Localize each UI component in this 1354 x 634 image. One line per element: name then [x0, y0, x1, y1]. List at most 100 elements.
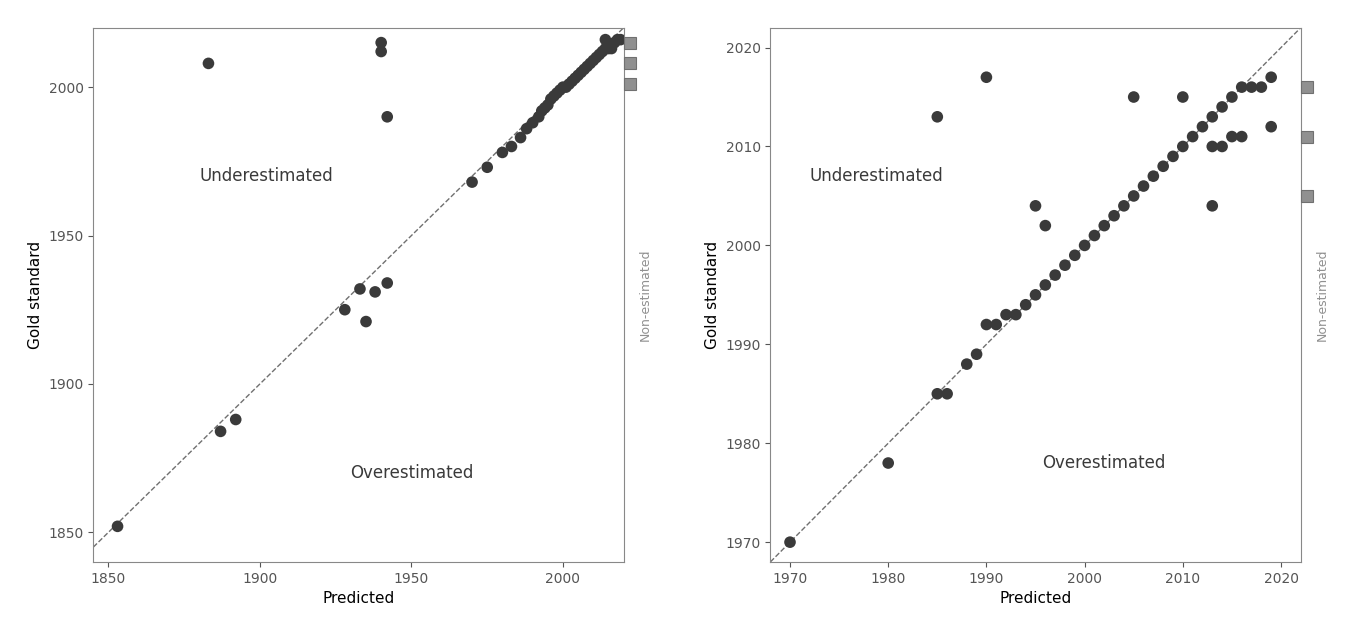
Point [1182, 131, 1204, 141]
Point [779, 537, 800, 547]
Point [582, 55, 604, 65]
X-axis label: Predicted: Predicted [322, 592, 394, 606]
Point [225, 415, 246, 425]
Point [926, 112, 948, 122]
Point [597, 44, 619, 54]
Point [521, 118, 543, 128]
Point [1143, 171, 1164, 181]
Point [1212, 141, 1233, 152]
Point [570, 67, 592, 77]
Point [1173, 92, 1194, 102]
Point [555, 82, 577, 92]
Point [1074, 240, 1095, 250]
Point [492, 147, 513, 157]
Point [601, 41, 623, 51]
Point [1044, 270, 1066, 280]
Point [558, 79, 580, 89]
Point [1261, 72, 1282, 82]
Point [1240, 82, 1262, 92]
Point [1083, 230, 1105, 240]
Point [552, 82, 574, 92]
Point [528, 112, 550, 122]
Point [594, 35, 616, 45]
Point [1113, 201, 1135, 211]
Point [1251, 82, 1273, 92]
Point [1122, 92, 1144, 102]
Point [376, 278, 398, 288]
Point [1201, 112, 1223, 122]
Point [1005, 309, 1026, 320]
Point [573, 64, 594, 74]
Point [1034, 221, 1056, 231]
Point [601, 44, 623, 54]
Point [1152, 161, 1174, 171]
Text: Overestimated: Overestimated [1043, 454, 1166, 472]
Point [1104, 210, 1125, 221]
Point [589, 49, 611, 60]
Point [107, 521, 129, 531]
Text: Underestimated: Underestimated [810, 167, 944, 185]
Text: Non-estimated: Non-estimated [638, 249, 651, 341]
Y-axis label: Gold standard: Gold standard [28, 241, 43, 349]
Point [1016, 300, 1037, 310]
Point [592, 46, 613, 56]
Point [577, 61, 598, 72]
Point [1192, 122, 1213, 132]
Point [349, 284, 371, 294]
Point [1122, 191, 1144, 201]
Point [462, 177, 483, 187]
Point [585, 53, 607, 63]
Point [594, 44, 616, 54]
Point [926, 389, 948, 399]
Point [371, 37, 393, 48]
Point [995, 309, 1017, 320]
Point [371, 46, 393, 56]
Point [976, 72, 998, 82]
Point [567, 70, 589, 81]
Point [501, 141, 523, 152]
Point [509, 133, 531, 143]
Point [562, 76, 584, 86]
X-axis label: Predicted: Predicted [999, 592, 1071, 606]
Point [334, 304, 356, 314]
Point [1212, 102, 1233, 112]
Point [477, 162, 498, 172]
Point [364, 287, 386, 297]
Point [1261, 122, 1282, 132]
Point [1221, 92, 1243, 102]
Point [540, 94, 562, 104]
Point [543, 91, 565, 101]
Text: Overestimated: Overestimated [349, 464, 473, 482]
Point [565, 73, 586, 83]
Point [976, 320, 998, 330]
Point [533, 103, 555, 113]
Point [877, 458, 899, 468]
Point [531, 106, 552, 116]
Point [1201, 201, 1223, 211]
Point [546, 88, 567, 98]
Text: Underestimated: Underestimated [199, 167, 333, 185]
Point [210, 426, 232, 436]
Point [1055, 260, 1076, 270]
Point [1201, 141, 1223, 152]
Point [956, 359, 978, 369]
Text: Non-estimated: Non-estimated [1315, 249, 1328, 341]
Point [1231, 82, 1252, 92]
Point [607, 35, 628, 45]
Point [1094, 221, 1116, 231]
Point [376, 112, 398, 122]
Point [198, 58, 219, 68]
Point [1133, 181, 1155, 191]
Point [604, 37, 626, 48]
Point [937, 389, 959, 399]
Point [609, 35, 631, 45]
Point [1162, 152, 1183, 162]
Y-axis label: Gold standard: Gold standard [704, 241, 720, 349]
Point [1064, 250, 1086, 261]
Point [1221, 131, 1243, 141]
Point [580, 58, 601, 68]
Point [1231, 131, 1252, 141]
Point [516, 124, 538, 134]
Point [1173, 141, 1194, 152]
Point [538, 100, 559, 110]
